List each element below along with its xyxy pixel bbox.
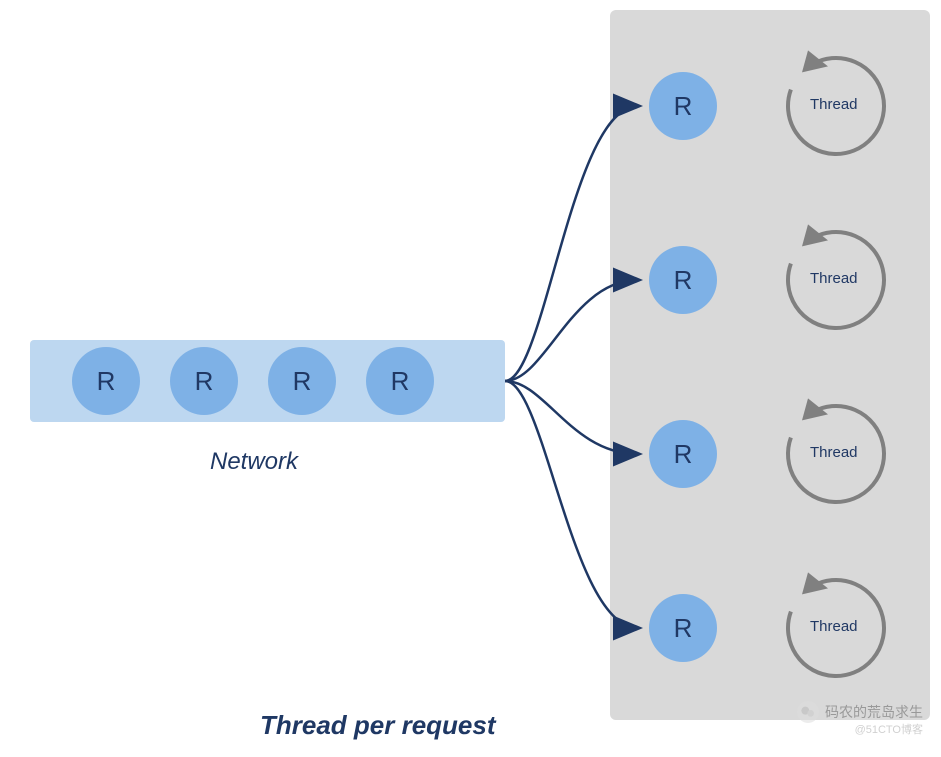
arrow-0 <box>505 106 638 381</box>
thread-label-2: Thread <box>810 444 858 461</box>
server-r-3: R <box>649 594 717 662</box>
arrow-3 <box>505 381 638 628</box>
thread-rings <box>788 50 884 676</box>
arrow-2 <box>505 381 638 454</box>
watermark-sub: @51CTO博客 <box>797 723 923 737</box>
thread-label-1: Thread <box>810 270 858 287</box>
thread-label-0: Thread <box>810 96 858 113</box>
title-label: Thread per request <box>260 710 496 741</box>
network-r-1: R <box>170 347 238 415</box>
server-r-2: R <box>649 420 717 488</box>
watermark-main: 码农的荒岛求生 <box>825 703 923 721</box>
network-r-3: R <box>366 347 434 415</box>
server-r-1: R <box>649 246 717 314</box>
wechat-icon <box>797 701 819 723</box>
watermark: 码农的荒岛求生 @51CTO博客 <box>797 701 923 737</box>
server-r-0: R <box>649 72 717 140</box>
arrow-1 <box>505 280 638 381</box>
network-r-0: R <box>72 347 140 415</box>
arrows <box>505 106 638 628</box>
network-label: Network <box>210 448 298 476</box>
diagram-canvas: RRRR RRRR ThreadThreadThreadThread Netwo… <box>0 0 941 757</box>
thread-label-3: Thread <box>810 618 858 635</box>
svg-layer <box>0 0 941 757</box>
network-r-2: R <box>268 347 336 415</box>
